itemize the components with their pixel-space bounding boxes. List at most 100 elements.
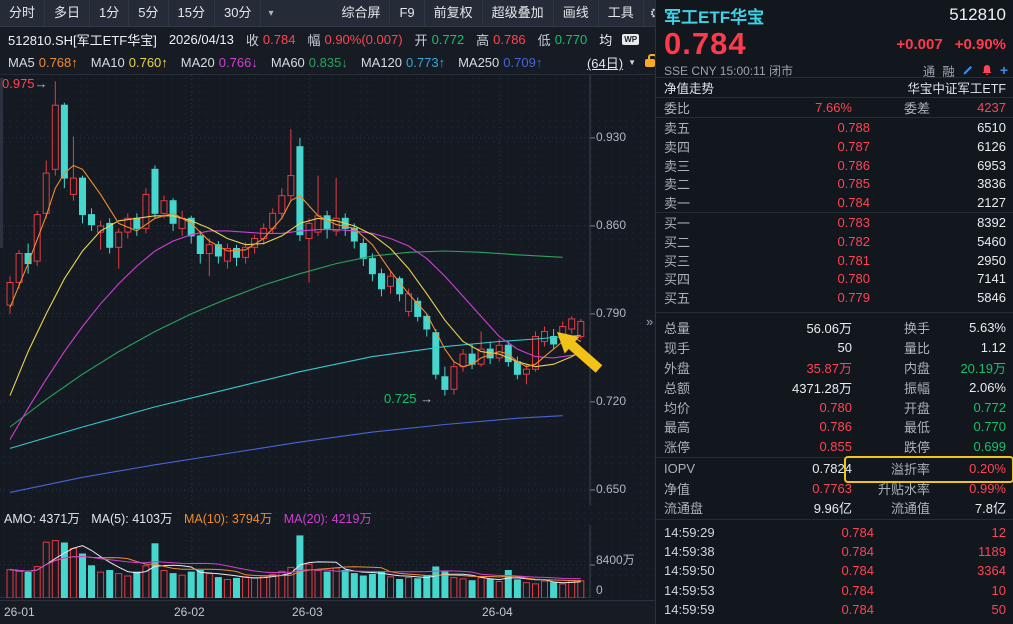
collapse-panel-handle[interactable]: » [646,314,654,329]
stat-row-0: 总量 56.06万 换手 5.63% [664,320,1006,337]
range-value: 0.90%(0.007) [324,31,403,47]
toolbar-tab-2[interactable]: 1分 [90,0,130,26]
low-key: 低 [537,32,551,48]
chevron-down-icon[interactable]: ▼ [628,58,636,67]
stat-row-4: 均价 0.780 开盘 0.772 [664,399,1006,416]
ask-row-2[interactable]: 卖二 0.785 3836 [664,176,1006,193]
ma-toggle-MA250[interactable]: MA250 0.709↑ [458,55,543,70]
bid-row-5[interactable]: 买五 0.779 5846 [664,290,1006,307]
ma-toggle-MA5[interactable]: MA5 0.768↑ [8,55,78,70]
date-axis-label: 26-02 [174,605,205,619]
open-key: 开 [414,32,428,48]
high-key: 高 [476,32,490,48]
high-value: 0.786 [493,31,526,47]
bid-row-4[interactable]: 买四 0.780 7141 [664,271,1006,288]
symbol-label: 512810.SH[军工ETF华宝] [8,32,157,48]
ma-toggle-MA20[interactable]: MA20 0.766↓ [180,55,258,70]
metric-row-2: 流通盘 9.96亿 流通值 7.8亿 [664,501,1006,517]
low-value: 0.770 [554,31,588,47]
volume-legend: AMO: 4371万 MA(5): 4103万 MA(10): 3794万 MA… [4,508,604,526]
tick-row-0: 14:59:29 0.784 12 [664,525,1006,541]
close-key: 收 [245,32,259,48]
toolbar-menu-item-3[interactable]: 超级叠加 [483,0,554,26]
range-key: 幅 [307,32,321,48]
ma-items: MA5 0.768↑ MA10 0.760↑ MA20 0.766↓ MA60 0.835↓ M… [8,55,555,70]
toolbar-tab-1[interactable]: 多日 [45,0,91,26]
price-change: +0.007 +0.90% [896,35,1006,53]
chevron-down-icon[interactable]: ▾ [268,7,274,19]
candlestick-chart[interactable] [0,75,655,505]
weibi-value: 7.66% [815,100,852,115]
toolbar-tab-3[interactable]: 5分 [129,0,169,26]
stats-grid: 总量 56.06万 换手 5.63% 现手 50 量比 1.12 外盘 35.87万 内盘 20.19… [656,318,1013,457]
stat-row-6: 涨停 0.855 跌停 0.699 [664,439,1006,456]
highlight-arrow [557,332,603,373]
weicha-value: 4237 [977,100,1006,115]
wp-icon[interactable]: WP [622,33,640,45]
price-axis-label: 0.930 [596,130,627,144]
price-axis-label: 0.720 [596,394,627,408]
toolbar-tab-4[interactable]: 15分 [169,0,215,26]
ma-indicator-bar: MA5 0.768↑ MA10 0.760↑ MA20 0.766↓ MA60 0.835↓ M… [0,51,663,75]
tick-row-2: 14:59:50 0.784 3364 [664,563,1006,579]
bell-icon[interactable] [981,64,993,76]
bid-row-3[interactable]: 买三 0.781 2950 [664,252,1006,269]
date-axis: 26-01 26-02 26-03 26-04 [0,600,655,624]
toolbar-tab-5[interactable]: 30分 [215,0,262,26]
ma-bar-right: (64日) ▼ [587,53,663,72]
ma-toggle-MA60[interactable]: MA60 0.835↓ [270,55,348,70]
ask-queue: 卖五 0.788 6510 卖四 0.787 6126 卖三 0.786 6953 卖二 0.785… [656,118,1013,212]
pencil-icon[interactable] [962,64,974,76]
date-axis-label: 26-04 [482,605,513,619]
tick-list[interactable]: 14:59:29 0.784 12 14:59:38 0.784 1189 14:59:50… [656,523,1013,619]
tick-row-4: 14:59:59 0.784 50 [664,601,1006,617]
instrument-info-bar: 512810.SH[军工ETF华宝] 2026/04/13 收 0.784 幅 … [0,27,663,51]
avg-toggle[interactable]: 均 [599,32,613,48]
peak-annotation: 0.975→ [2,76,48,91]
margin-flag: 融 [942,64,955,79]
price-axis-label: 0.790 [596,306,627,320]
volume-chart[interactable] [0,525,655,598]
ask-row-3[interactable]: 卖三 0.786 6953 [664,157,1006,174]
quote-icons: 通 融 + [923,61,1008,80]
bid-row-2[interactable]: 买二 0.782 5460 [664,233,1006,250]
stat-row-5: 最高 0.786 最低 0.770 [664,419,1006,436]
vol-ma20-value: MA(20): 4219万 [283,512,372,526]
ask-row-4[interactable]: 卖四 0.787 6126 [664,138,1006,155]
quote-panel: 军工ETF华宝 512810 0.784 +0.007 +0.90% SSE CN… [655,0,1013,624]
low-annotation: 0.725 → [384,391,434,406]
vol-ma5-value: MA(5): 4103万 [91,512,173,526]
toolbar-menu-item-0[interactable]: 综合屏 [332,0,391,26]
amo-value: AMO: 4371万 [4,512,80,526]
ask-row-5[interactable]: 卖五 0.788 6510 [664,120,1006,136]
toolbar-tab-0[interactable]: 分时 [0,0,46,26]
metric-row-1: 净值 0.7763 升贴水率 0.99% [664,480,1006,497]
period-selector[interactable]: (64日) [586,56,624,71]
date-axis-label: 26-01 [4,605,35,619]
bid-row-1[interactable]: 买一 0.783 8392 [664,215,1006,231]
ma-toggle-MA120[interactable]: MA120 0.773↑ [360,55,446,70]
order-imbalance-row: 委比 7.66% 委差 4237 [664,100,1006,116]
vol-ma10-value: MA(10): 3794万 [183,512,273,526]
metric-row-0: IOPV 0.7824 溢折率 0.20% [664,461,1006,478]
price-axis-label: 0.650 [596,482,627,496]
nav-row[interactable]: 净值走势 华宝中证军工ETF [656,78,1013,97]
fund-full-name: 华宝中证军工ETF [907,82,1006,96]
price-axis-label: 0.860 [596,218,627,232]
ask-row-1[interactable]: 卖一 0.784 2127 [664,195,1006,212]
toolbar-menu-item-4[interactable]: 画线 [554,0,599,26]
ma-toggle-MA10[interactable]: MA10 0.760↑ [90,55,168,70]
toolbar-menu-item-2[interactable]: 前复权 [425,0,483,26]
left-scrollbar[interactable] [0,78,3,248]
date-axis-label: 26-03 [292,605,323,619]
toolbar-menu-item-5[interactable]: 工具 [599,0,644,26]
add-icon[interactable]: + [999,62,1008,78]
unlock-icon[interactable] [645,53,657,67]
bid-queue: 买一 0.783 8392 买二 0.782 5460 买三 0.781 2950 买四 0.780… [656,213,1013,307]
shanghai-connect-flag: 通 [922,64,936,79]
tick-row-3: 14:59:53 0.784 10 [664,582,1006,598]
toolbar-menu-item-1[interactable]: F9 [390,0,425,26]
